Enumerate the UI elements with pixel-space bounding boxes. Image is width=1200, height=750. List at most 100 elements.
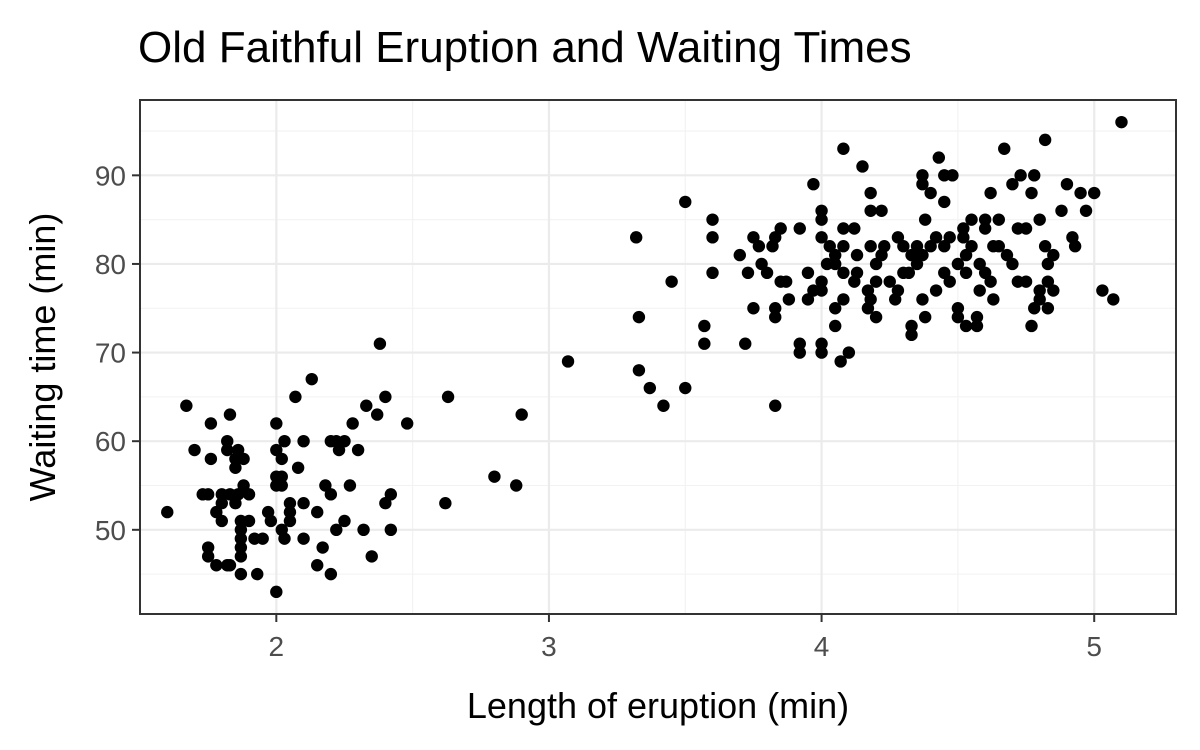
data-point xyxy=(1055,204,1068,217)
data-point xyxy=(1025,186,1038,200)
data-point xyxy=(970,310,984,324)
data-point xyxy=(223,559,237,572)
data-point xyxy=(878,240,891,253)
data-point xyxy=(823,240,836,253)
data-point xyxy=(357,523,370,537)
data-point xyxy=(957,231,970,244)
data-point xyxy=(801,293,815,306)
data-point xyxy=(1079,204,1093,217)
data-point xyxy=(916,293,929,306)
x-tick-label: 5 xyxy=(1086,631,1102,662)
data-point xyxy=(283,497,297,510)
data-point xyxy=(864,186,877,200)
data-point xyxy=(959,319,973,333)
data-point xyxy=(891,231,905,244)
data-point xyxy=(657,399,670,412)
data-point xyxy=(929,231,943,244)
data-point xyxy=(332,443,346,457)
data-point xyxy=(283,514,297,528)
data-point xyxy=(242,514,256,528)
data-point xyxy=(992,240,1005,253)
data-point xyxy=(1033,284,1046,297)
data-point xyxy=(632,310,646,324)
data-points xyxy=(161,115,1128,599)
data-point xyxy=(384,488,398,501)
data-point xyxy=(902,266,916,280)
data-point xyxy=(1028,169,1041,182)
x-tick-label: 3 xyxy=(541,631,557,662)
data-point xyxy=(400,417,414,430)
data-point xyxy=(910,240,924,253)
data-point xyxy=(275,470,288,483)
data-point xyxy=(951,310,965,324)
data-point xyxy=(1088,186,1101,200)
data-point xyxy=(242,488,256,501)
plot-panel xyxy=(139,99,1177,615)
data-point xyxy=(837,293,850,306)
data-point xyxy=(234,567,248,581)
data-point xyxy=(204,452,218,466)
data-point xyxy=(815,275,828,288)
data-point xyxy=(829,302,842,315)
data-point xyxy=(297,434,310,448)
data-point xyxy=(231,443,245,457)
data-point xyxy=(978,266,992,280)
data-point xyxy=(752,240,766,253)
data-point xyxy=(793,222,806,235)
data-point xyxy=(311,559,324,572)
data-point xyxy=(188,443,201,457)
x-tick-label: 4 xyxy=(814,631,830,662)
data-point xyxy=(924,240,937,253)
data-point xyxy=(755,257,768,271)
data-point xyxy=(234,523,248,537)
data-point xyxy=(706,231,719,244)
data-point xyxy=(161,505,174,519)
data-point xyxy=(346,417,359,430)
data-point xyxy=(698,319,711,333)
data-point xyxy=(842,346,856,359)
data-point xyxy=(807,177,820,191)
data-point xyxy=(1006,177,1019,191)
data-point xyxy=(679,195,692,209)
data-point xyxy=(270,585,283,599)
data-point xyxy=(1000,248,1014,262)
data-point xyxy=(938,240,951,253)
data-point xyxy=(1019,222,1033,235)
data-point xyxy=(987,293,1000,306)
data-point xyxy=(210,559,223,572)
data-point xyxy=(984,275,997,288)
data-point xyxy=(1028,302,1041,315)
data-point xyxy=(918,213,932,226)
y-axis-title: Waiting time (min) xyxy=(22,213,63,502)
data-point xyxy=(256,532,269,545)
data-point xyxy=(1041,275,1055,288)
data-point xyxy=(379,390,392,404)
data-point xyxy=(946,169,959,182)
data-point xyxy=(706,266,719,280)
data-point xyxy=(305,372,318,386)
data-point xyxy=(379,497,392,510)
data-point xyxy=(848,222,861,235)
data-point xyxy=(297,497,310,510)
data-point xyxy=(932,151,946,164)
data-point xyxy=(1033,213,1046,226)
data-point xyxy=(978,222,992,235)
data-point xyxy=(215,514,228,528)
data-point xyxy=(965,240,978,253)
data-point xyxy=(1014,169,1027,182)
data-point xyxy=(234,532,248,545)
data-point xyxy=(837,222,850,235)
data-point xyxy=(815,337,828,350)
data-point xyxy=(439,497,452,510)
data-point xyxy=(324,567,338,581)
data-point xyxy=(319,479,332,492)
data-point xyxy=(515,408,528,421)
data-point xyxy=(264,514,278,528)
data-point xyxy=(916,177,929,191)
data-point xyxy=(837,240,850,253)
data-point xyxy=(760,266,774,280)
data-point xyxy=(973,257,986,271)
data-point xyxy=(769,231,782,244)
x-axis-title: Length of eruption (min) xyxy=(467,685,849,726)
data-point xyxy=(910,257,924,271)
